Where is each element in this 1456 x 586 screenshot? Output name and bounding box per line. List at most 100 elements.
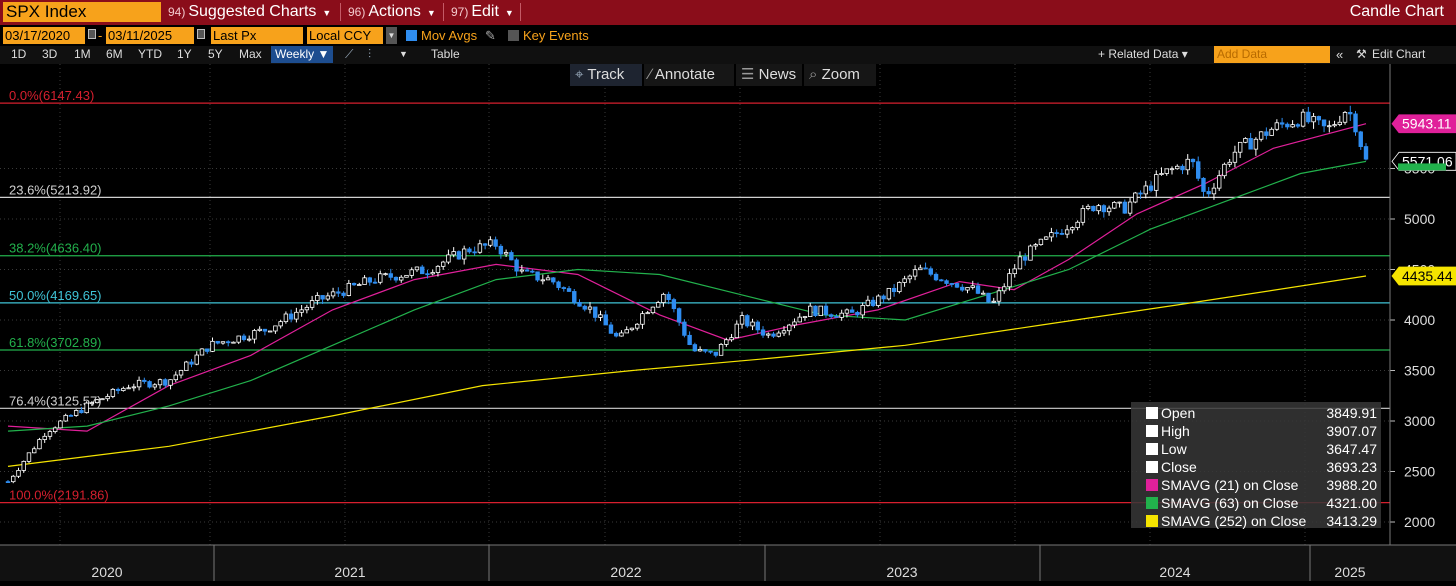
sma-line [7, 160, 1367, 432]
chevron-down-icon[interactable]: ▼ [399, 49, 408, 59]
candle-body [189, 361, 194, 365]
currency-select[interactable]: Local CCY [307, 27, 383, 44]
track-button[interactable]: ⌖ Track [570, 64, 642, 86]
range-1y[interactable]: 1Y [177, 47, 192, 61]
sma252-price-tag: 4435.44 [1402, 268, 1453, 284]
candle-body [1106, 207, 1112, 213]
annotate-button[interactable]: ∕ Annotate [644, 64, 734, 86]
candle-body [84, 402, 89, 414]
candle-body [315, 295, 320, 301]
candle-body [655, 302, 661, 308]
news-button[interactable]: ☰ News [736, 64, 802, 86]
calendar-icon[interactable] [88, 29, 96, 39]
key-events-checkbox[interactable] [508, 30, 519, 41]
table-button[interactable]: Table [431, 47, 460, 61]
candle-body [514, 259, 519, 272]
end-date-field[interactable]: 03/11/2025 [106, 27, 194, 44]
chevron-down-icon[interactable]: ▼ [386, 27, 397, 44]
collapse-left-icon[interactable]: « [1336, 47, 1344, 62]
candle-body [446, 254, 451, 263]
sma63-price-tag [1398, 163, 1446, 171]
candle-body [771, 333, 776, 337]
candle-body [524, 269, 530, 272]
menu-label: Suggested Charts [188, 3, 317, 20]
candle-body [320, 295, 325, 300]
candle-body [614, 332, 619, 337]
candle-body [1285, 123, 1290, 128]
candle-body [561, 287, 566, 289]
bar-style-icon[interactable]: ⫶ [368, 47, 372, 61]
price-chart[interactable]: 0.0%(6147.43) 23.6%(5213.92) 38.2%(4636.40… [0, 64, 1456, 581]
candle-body [1201, 177, 1206, 192]
candle-body [918, 267, 923, 271]
candle-body [1022, 256, 1028, 261]
add-data-field[interactable]: Add Data [1214, 46, 1330, 63]
range-max[interactable]: Max [239, 47, 262, 61]
candle-body [1159, 173, 1164, 175]
range-3d[interactable]: 3D [42, 47, 58, 61]
candle-body [509, 252, 514, 261]
candle-body [661, 293, 666, 303]
candle-body [357, 284, 362, 286]
candle-body [1002, 286, 1007, 292]
candle-body [870, 299, 876, 306]
candle-body [278, 321, 283, 327]
range-1d[interactable]: 1D [11, 47, 27, 61]
candle-body [1017, 256, 1023, 270]
legend-value: 3849.91 [1326, 405, 1377, 421]
ticker-field[interactable]: SPX Index [3, 2, 161, 22]
candle-body [855, 311, 860, 316]
candle-body [650, 306, 656, 314]
candle-body [697, 349, 703, 352]
candle-body [16, 470, 21, 477]
candle-body [52, 427, 58, 432]
candle-body [168, 379, 173, 386]
candle-body [1085, 205, 1091, 209]
edit-menu[interactable]: 97) Edit ▼ [451, 2, 514, 22]
actions-menu[interactable]: 96) Actions ▼ [348, 2, 436, 22]
candle-body [708, 350, 713, 353]
range-ytd[interactable]: YTD [138, 47, 162, 61]
edit-chart-button[interactable]: Edit Chart [1372, 47, 1426, 61]
candle-body [881, 295, 886, 300]
range-5y[interactable]: 5Y [208, 47, 223, 61]
zoom-button[interactable]: ⌕ Zoom [804, 64, 876, 86]
wrench-icon[interactable]: ⚒ [1356, 47, 1367, 61]
candle-body [960, 286, 965, 291]
mov-avgs-checkbox[interactable] [406, 30, 417, 41]
legend-row-high: High 3907.07 [1141, 422, 1377, 440]
candle-body [1243, 138, 1248, 143]
magnifier-icon: ⌕ [809, 66, 822, 83]
candle-body [1196, 161, 1201, 179]
related-data-button[interactable]: + Related Data ▾ [1098, 47, 1188, 61]
line-chart-icon[interactable]: ⟋ [345, 47, 354, 61]
candle-body [1295, 124, 1301, 127]
caret-down-icon: ▼ [426, 8, 436, 18]
candle-body [692, 344, 698, 352]
legend-row-low: Low 3647.47 [1141, 440, 1377, 458]
candle-body [226, 341, 231, 344]
range-6m[interactable]: 6M [106, 47, 123, 61]
pencil-icon[interactable]: ✎ [485, 28, 496, 43]
candle-body [603, 314, 608, 326]
calendar-icon[interactable] [197, 29, 205, 39]
price-field-select[interactable]: Last Px [211, 27, 303, 44]
candle-body [1096, 205, 1101, 212]
suggested-charts-menu[interactable]: 94) Suggested Charts ▼ [168, 2, 331, 22]
candle-body [981, 292, 986, 295]
legend-name: High [1161, 423, 1190, 439]
candle-body [991, 300, 996, 303]
y-axis-tick-label: 5000 [1404, 211, 1435, 227]
candle-body [477, 243, 483, 253]
candle-body [1279, 122, 1285, 125]
frequency-select[interactable]: Weekly ▼ [271, 46, 334, 63]
start-date-field[interactable]: 03/17/2020 [3, 27, 85, 44]
candle-body [949, 283, 954, 285]
range-1m[interactable]: 1M [74, 47, 91, 61]
candle-body [309, 300, 315, 308]
candle-body [425, 273, 430, 276]
legend-row-open: Open 3849.91 [1141, 404, 1377, 422]
candle-body [970, 285, 975, 288]
candle-body [1337, 121, 1342, 125]
candle-body [813, 305, 818, 316]
